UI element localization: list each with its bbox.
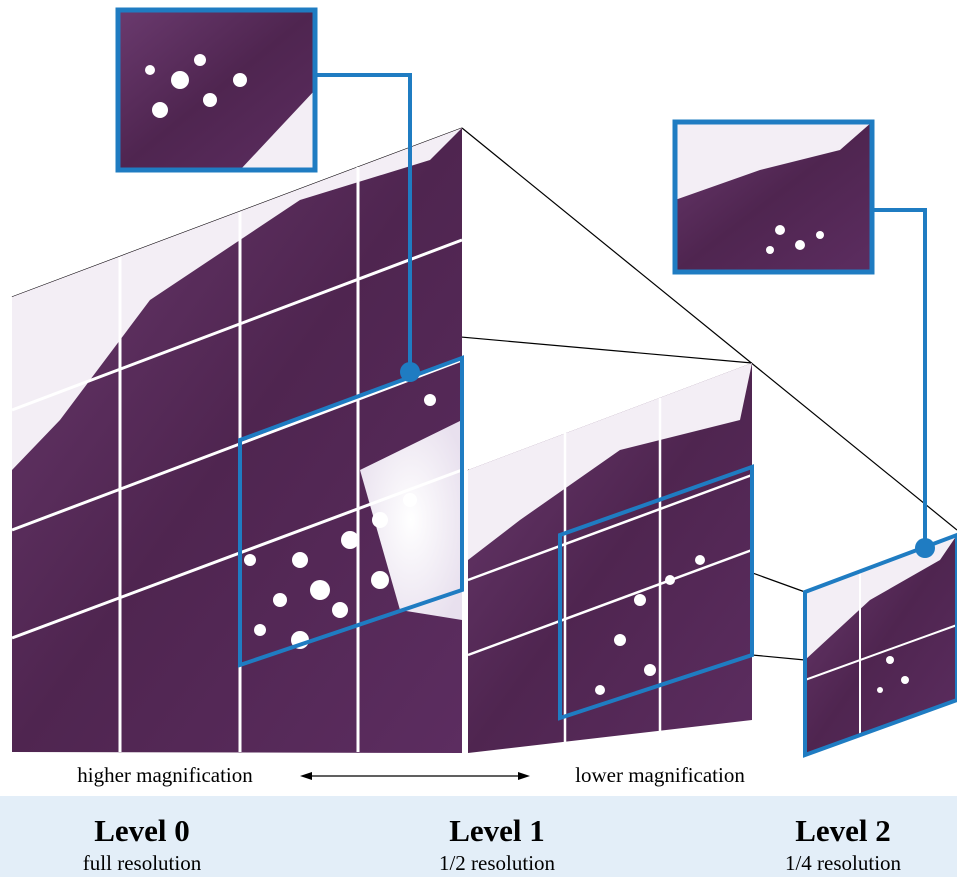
axis-label: higher magnification: [77, 763, 253, 787]
level-title: Level 0: [94, 813, 190, 848]
level-subtitle: 1/2 resolution: [439, 851, 556, 875]
level-title: Level 2: [795, 813, 891, 848]
level-2-slide: [805, 535, 957, 755]
level-subtitle: 1/4 resolution: [785, 851, 902, 875]
axis-label: lower magnification: [575, 763, 745, 787]
level-0-slide: [12, 128, 462, 753]
pyramid-illustration: higher magnification lower magnification…: [0, 0, 957, 877]
level-title: Level 1: [449, 813, 545, 848]
level-1-slide: [468, 363, 752, 753]
diagram: higher magnification lower magnification…: [0, 0, 957, 877]
magnification-arrow: [300, 772, 530, 780]
level-subtitle: full resolution: [83, 851, 202, 875]
